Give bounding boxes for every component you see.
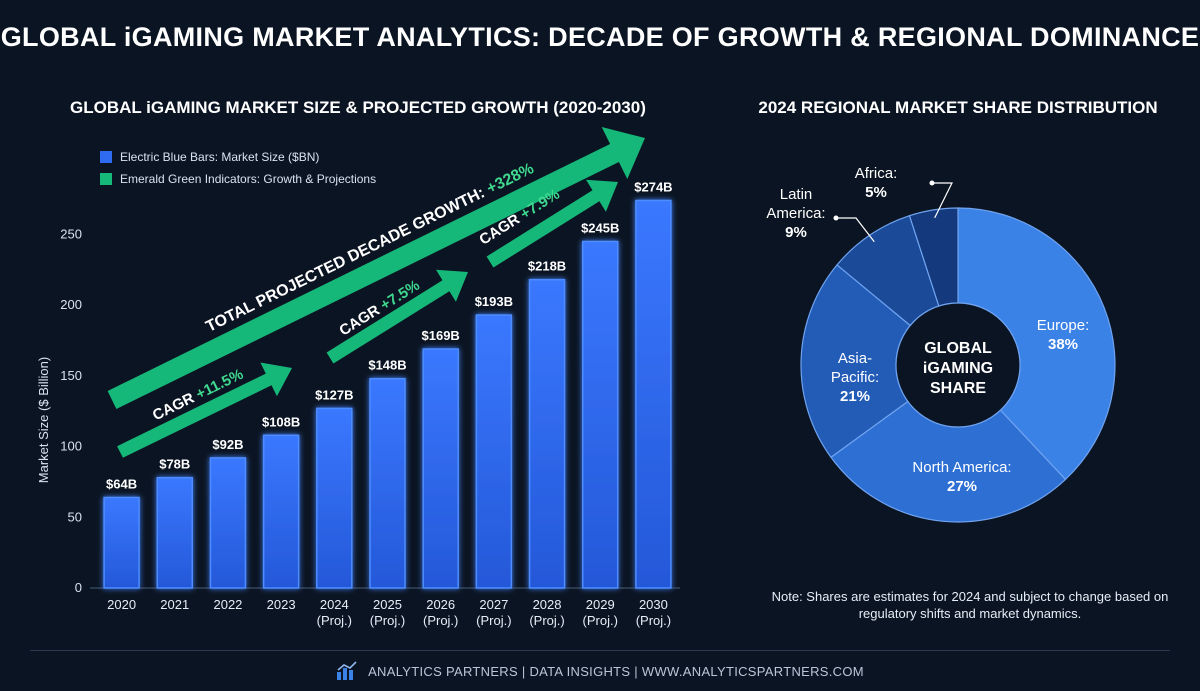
- bar-value-label: $274B: [634, 179, 672, 194]
- bar-value-label: $92B: [212, 437, 243, 452]
- bar-value-label: $127B: [315, 387, 353, 402]
- legend-swatch-blue: [100, 151, 112, 163]
- cagr-arrow: [117, 362, 292, 458]
- y-tick-label: 150: [60, 368, 82, 383]
- footnote: Note: Shares are estimates for 2024 and …: [771, 589, 1169, 621]
- bar-value-label: $218B: [528, 259, 566, 274]
- bar: [581, 240, 619, 589]
- page-title: GLOBAL iGAMING MARKET ANALYTICS: DECADE …: [0, 22, 1200, 52]
- x-tick-sublabel: (Proj.): [317, 613, 352, 628]
- x-tick-label: 2028: [533, 597, 562, 612]
- y-tick-label: 200: [60, 297, 82, 312]
- bar: [475, 314, 513, 589]
- bar: [262, 434, 300, 589]
- y-axis-label: Market Size ($ Billion): [36, 357, 51, 483]
- x-tick-sublabel: (Proj.): [423, 613, 458, 628]
- cagr-arrow: [326, 269, 468, 364]
- x-tick-label: 2021: [160, 597, 189, 612]
- x-tick-sublabel: (Proj.): [529, 613, 564, 628]
- bar: [635, 199, 672, 589]
- legend-label: Emerald Green Indicators: Growth & Proje…: [120, 172, 377, 186]
- x-tick-label: 2027: [479, 597, 508, 612]
- x-tick-label: 2023: [267, 597, 296, 612]
- legend-item-growth: Emerald Green Indicators: Growth & Proje…: [100, 168, 376, 190]
- x-tick-label: 2026: [426, 597, 455, 612]
- bar-value-label: $64B: [106, 476, 137, 491]
- x-tick-label: 2020: [107, 597, 136, 612]
- bar-value-label: $108B: [262, 414, 300, 429]
- bar: [422, 348, 459, 589]
- legend-item-market-size: Electric Blue Bars: Market Size ($BN): [100, 146, 376, 168]
- y-tick-label: 250: [60, 226, 82, 241]
- x-tick-label: 2029: [586, 597, 615, 612]
- x-tick-label: 2030: [639, 597, 668, 612]
- bar: [528, 278, 566, 589]
- y-tick-label: 100: [60, 439, 82, 454]
- footer: ANALYTICS PARTNERS | DATA INSIGHTS | WWW…: [0, 661, 1200, 681]
- bar-value-label: $78B: [159, 457, 190, 472]
- x-tick-sublabel: (Proj.): [370, 613, 405, 628]
- bar-value-label: $148B: [368, 358, 406, 373]
- y-tick-label: 50: [68, 509, 82, 524]
- bar: [369, 377, 406, 589]
- pie-chart-title: 2024 REGIONAL MARKET SHARE DISTRIBUTION: [758, 98, 1158, 117]
- bar: [156, 476, 194, 589]
- footer-divider: [30, 650, 1170, 651]
- bar: [209, 457, 247, 589]
- legend-label: Electric Blue Bars: Market Size ($BN): [120, 150, 320, 164]
- footer-text: ANALYTICS PARTNERS | DATA INSIGHTS | WWW…: [368, 663, 864, 679]
- decade-growth-arrow: [107, 127, 646, 409]
- bar-chart-title: GLOBAL iGAMING MARKET SIZE & PROJECTED G…: [70, 98, 646, 117]
- bar-value-label: $169B: [422, 328, 460, 343]
- x-tick-label: 2022: [213, 597, 242, 612]
- x-tick-label: 2024: [320, 597, 349, 612]
- x-tick-sublabel: (Proj.): [476, 613, 511, 628]
- x-tick-sublabel: (Proj.): [583, 613, 618, 628]
- bar-legend: Electric Blue Bars: Market Size ($BN) Em…: [100, 146, 376, 190]
- bar-value-label: $193B: [475, 294, 513, 309]
- x-tick-sublabel: (Proj.): [636, 613, 671, 628]
- x-tick-label: 2025: [373, 597, 402, 612]
- cagr-arrow: [486, 179, 618, 268]
- y-tick-label: 0: [75, 580, 82, 595]
- legend-swatch-green: [100, 173, 112, 185]
- chart-logo-icon: [337, 661, 357, 680]
- bar: [103, 496, 140, 589]
- bar-value-label: $245B: [581, 221, 619, 236]
- bar: [316, 407, 353, 589]
